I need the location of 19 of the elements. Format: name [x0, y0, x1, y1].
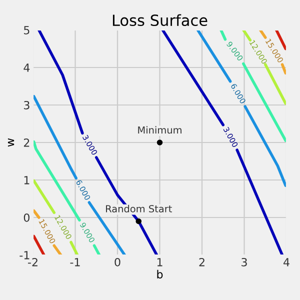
y-axis-title: w: [8, 138, 14, 147]
x-tick-label: 3: [242, 258, 247, 266]
y-tick-label: 0: [24, 213, 30, 222]
y-tick-label: 5: [24, 26, 30, 34]
y-tick-label: 3: [24, 100, 30, 110]
x-axis-title: b: [157, 270, 163, 279]
x-tick-label: 4: [284, 258, 290, 266]
y-tick-label: 1: [24, 176, 30, 184]
series-label: Random Start: [106, 204, 172, 212]
y-tick-label: -1: [20, 251, 30, 260]
x-tick-label: 1: [157, 258, 162, 266]
chart-title: Loss Surface: [112, 14, 208, 26]
x-tick-label: 0: [114, 258, 120, 266]
series-label: Minimum: [138, 126, 182, 134]
x-tick-label: -2: [28, 258, 38, 266]
x-tick-label: 2: [199, 258, 204, 266]
x-tick-label: -1: [70, 258, 80, 266]
y-tick-label: 4: [24, 64, 30, 72]
y-tick-label: 2: [24, 138, 30, 147]
